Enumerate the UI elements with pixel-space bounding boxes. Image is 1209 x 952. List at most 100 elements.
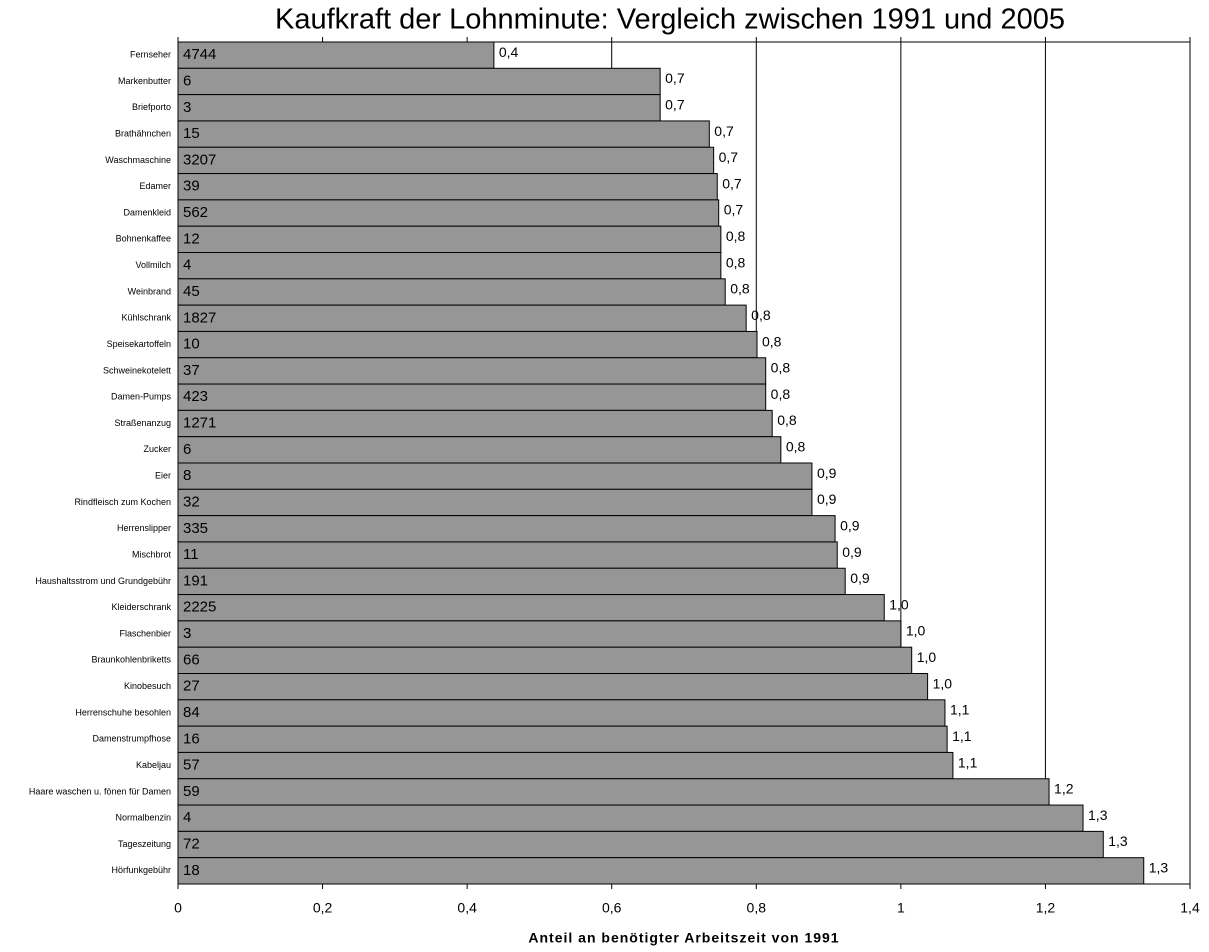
y-tick-label: Edamer	[139, 181, 171, 191]
bar	[177, 278, 726, 306]
bar	[177, 146, 715, 175]
inner-label: 45	[183, 283, 200, 300]
x-tick-label: 1,2	[1036, 900, 1056, 916]
y-tick-label: Normalbenzin	[115, 813, 171, 823]
value-label: 0,7	[665, 96, 685, 112]
bar	[177, 462, 813, 490]
bar	[177, 357, 767, 385]
value-label: 1,2	[1054, 781, 1074, 797]
y-tick-label: Bohnenkaffee	[116, 234, 171, 244]
value-label: 0,8	[777, 412, 797, 428]
bar	[177, 252, 722, 280]
inner-label: 335	[183, 520, 208, 537]
chart-title: Kaufkraft der Lohnminute: Vergleich zwis…	[275, 4, 1065, 36]
bar	[177, 594, 885, 622]
inner-label: 15	[183, 125, 200, 142]
y-tick-label: Markenbutter	[118, 76, 171, 86]
bar	[177, 225, 722, 253]
y-tick-label: Haushaltsstrom und Grundgebühr	[35, 576, 171, 586]
bar	[177, 699, 946, 727]
inner-label: 2225	[183, 599, 216, 616]
bar	[177, 567, 846, 596]
value-label: 0,7	[719, 149, 739, 165]
inner-label: 12	[183, 230, 200, 247]
y-tick-label: Waschmaschine	[105, 155, 171, 165]
value-label: 0,8	[786, 439, 806, 455]
inner-label: 4	[183, 257, 191, 274]
inner-label: 59	[183, 783, 200, 800]
value-label: 1,0	[906, 623, 926, 639]
bar	[177, 199, 720, 227]
x-tick-label: 0,4	[457, 900, 477, 916]
inner-label: 3	[183, 99, 191, 116]
bar	[177, 41, 495, 69]
inner-label: 4744	[183, 46, 216, 63]
bar	[177, 725, 948, 753]
y-tick-label: Herrenschuhe besohlen	[75, 707, 171, 717]
value-label: 0,9	[842, 544, 862, 560]
y-tick-label: Damenkleid	[123, 207, 171, 217]
inner-label: 39	[183, 178, 200, 195]
bar	[177, 120, 710, 148]
y-tick-label: Tageszeitung	[118, 839, 171, 849]
value-label: 0,7	[722, 175, 742, 191]
x-tick-label: 1,4	[1180, 900, 1200, 916]
value-label: 0,8	[726, 228, 746, 244]
inner-label: 6	[183, 72, 191, 89]
value-label: 0,4	[499, 44, 519, 60]
inner-label: 16	[183, 730, 200, 747]
y-tick-label: Schweinekotelett	[103, 365, 172, 375]
bar	[177, 673, 929, 701]
inner-label: 18	[183, 862, 200, 879]
value-label: 0,9	[817, 465, 837, 481]
bar	[177, 436, 782, 464]
y-tick-label: Damen-Pumps	[111, 392, 172, 402]
bar	[177, 409, 773, 438]
value-label: 0,8	[771, 386, 791, 402]
y-tick-label: Rindfleisch zum Kochen	[74, 497, 171, 507]
bar	[177, 620, 902, 648]
bar	[177, 751, 954, 780]
value-label: 0,7	[714, 123, 734, 139]
value-label: 1,1	[952, 728, 972, 744]
value-label: 0,7	[665, 70, 685, 86]
bar	[177, 646, 913, 674]
y-tick-label: Kühlschrank	[121, 313, 171, 323]
inner-label: 32	[183, 493, 200, 510]
y-tick-label: Hörfunkgebühr	[111, 865, 171, 875]
inner-label: 37	[183, 362, 200, 379]
inner-label: 1271	[183, 415, 216, 432]
y-tick-label: Herrenslipper	[117, 523, 171, 533]
x-tick-label: 0,8	[747, 900, 767, 916]
value-label: 0,8	[771, 360, 791, 376]
inner-label: 11	[183, 546, 199, 563]
inner-label: 1827	[183, 309, 216, 326]
value-label: 1,0	[933, 675, 953, 691]
y-tick-label: Zucker	[143, 444, 171, 454]
inner-label: 72	[183, 836, 200, 853]
x-tick-label: 0	[174, 900, 182, 916]
value-label: 0,9	[817, 491, 837, 507]
bar	[177, 67, 661, 96]
value-label: 1,0	[889, 596, 909, 612]
y-tick-label: Straßenanzug	[114, 418, 171, 428]
bar	[177, 804, 1084, 832]
inner-label: 10	[183, 336, 200, 353]
bar	[177, 857, 1145, 885]
inner-label: 8	[183, 467, 191, 484]
y-tick-label: Fernseher	[130, 50, 171, 60]
x-tick-label: 1	[897, 900, 905, 916]
value-label: 1,3	[1088, 807, 1108, 823]
inner-label: 6	[183, 441, 191, 458]
y-tick-label: Braunkohlenbriketts	[91, 655, 171, 665]
y-tick-label: Mischbrot	[132, 549, 172, 559]
y-tick-label: Eier	[155, 471, 171, 481]
inner-label: 3207	[183, 151, 216, 168]
value-label: 1,0	[917, 649, 937, 665]
inner-label: 57	[183, 757, 200, 774]
value-label: 1,1	[950, 702, 970, 718]
y-tick-label: Kleiderschrank	[111, 602, 171, 612]
bar	[177, 173, 718, 201]
x-axis-title: Anteil an benötigter Arbeitszeit von 199…	[528, 930, 839, 946]
